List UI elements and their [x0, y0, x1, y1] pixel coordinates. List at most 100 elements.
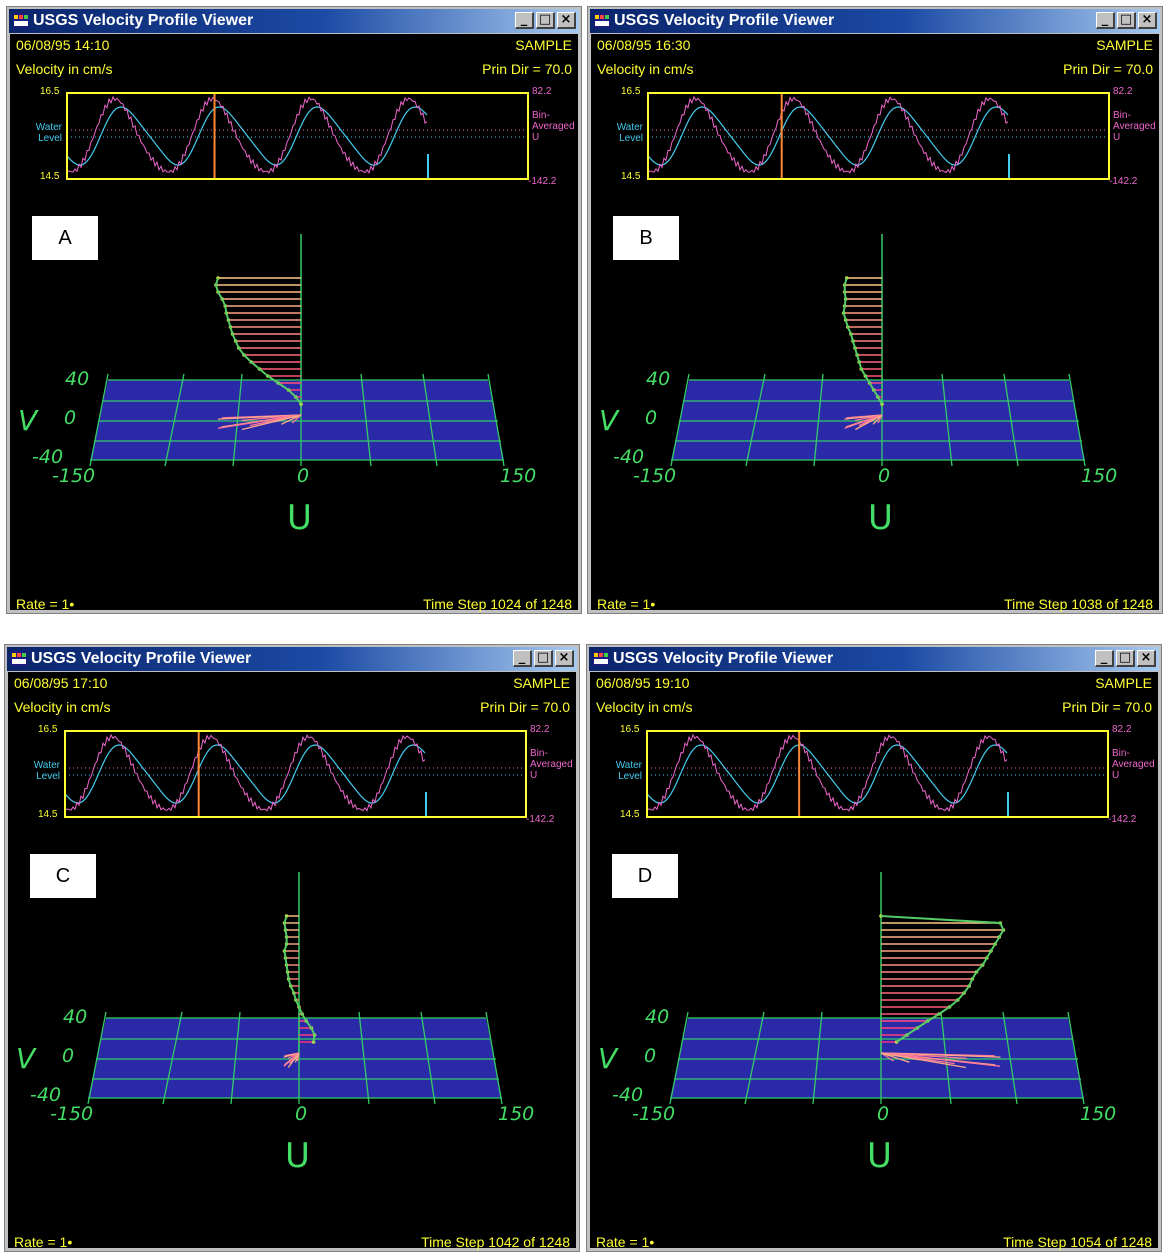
time-series-frame — [646, 730, 1109, 818]
time-step-label: Time Step 1042 of 1248 — [421, 1234, 570, 1250]
plot-svg — [66, 92, 529, 467]
time-step-label: Time Step 1054 of 1248 — [1003, 1234, 1152, 1250]
grid-line-u — [670, 373, 690, 467]
minimize-button[interactable]: _ — [1096, 12, 1115, 29]
ts-left-max: 16.5 — [38, 724, 58, 735]
title-bar[interactable]: USGS Velocity Profile Viewer _ □ × — [7, 647, 577, 671]
grid-line-u — [487, 373, 505, 467]
grid-line-u — [744, 1011, 765, 1105]
ts-right-max: 82.2 — [530, 724, 550, 735]
window-title: USGS Velocity Profile Viewer — [614, 12, 835, 29]
panel-label: A — [32, 216, 98, 260]
prin-dir-label: Prin Dir = 70.0 — [480, 699, 570, 715]
ts-water-level-label: Water Level — [615, 760, 642, 782]
u-tick-neg150: -150 — [632, 1103, 676, 1125]
projection-line — [287, 1052, 300, 1068]
time-series-frame — [66, 92, 529, 180]
prin-dir-label: Prin Dir = 70.0 — [482, 61, 572, 77]
rate-label: Rate = 1• — [16, 596, 75, 612]
grid-line-u — [358, 1011, 370, 1105]
minimize-button[interactable]: _ — [513, 650, 532, 667]
v-tick-0: 0 — [62, 1045, 75, 1067]
title-bar[interactable]: USGS Velocity Profile Viewer _ □ × — [589, 647, 1159, 671]
u-tick-0: 0 — [297, 465, 310, 487]
maximize-button[interactable]: □ — [1116, 650, 1135, 667]
ts-left-min: 14.5 — [620, 809, 640, 820]
sample-label: SAMPLE — [513, 675, 570, 691]
v-tick-40: 40 — [646, 368, 671, 390]
u-tick-150: 150 — [1081, 465, 1118, 487]
title-bar[interactable]: USGS Velocity Profile Viewer _ □ × — [590, 9, 1160, 33]
minimize-button[interactable]: _ — [515, 12, 534, 29]
v-tick-40: 40 — [645, 1006, 670, 1028]
grid-line-u — [162, 1011, 183, 1105]
ts-right-max: 82.2 — [1112, 724, 1132, 735]
close-button[interactable]: × — [555, 650, 574, 667]
grid-line-u — [813, 373, 824, 467]
grid-line-u — [420, 1011, 436, 1105]
projection-line — [241, 414, 302, 431]
title-bar[interactable]: USGS Velocity Profile Viewer _ □ × — [9, 9, 579, 33]
bin-averaged-u-series — [646, 733, 1008, 812]
projection-line — [855, 414, 883, 431]
uv-plane — [670, 1018, 1084, 1098]
panel-label: B — [613, 216, 679, 260]
u-tick-neg150: -150 — [633, 465, 677, 487]
maximize-button[interactable]: □ — [1117, 12, 1136, 29]
ts-right-min: -142.2 — [528, 176, 557, 187]
grid-line-u — [1003, 373, 1019, 467]
rate-label: Rate = 1• — [14, 1234, 73, 1250]
grid-line-u — [232, 373, 243, 467]
close-button[interactable]: × — [1138, 12, 1157, 29]
datetime-label: 06/08/95 17:10 — [14, 675, 108, 691]
minimize-button[interactable]: _ — [1095, 650, 1114, 667]
profile-envelope — [842, 277, 883, 405]
sample-label: SAMPLE — [515, 37, 572, 53]
velocity-units-label: Velocity in cm/s — [14, 699, 111, 715]
viewer-canvas: 06/08/95 19:10 SAMPLE Velocity in cm/s P… — [590, 672, 1158, 1250]
window-title: USGS Velocity Profile Viewer — [613, 650, 834, 667]
grid-line-u — [1068, 373, 1086, 467]
viewer-canvas: 06/08/95 17:10 SAMPLE Velocity in cm/s P… — [8, 672, 576, 1250]
close-button[interactable]: × — [1137, 650, 1156, 667]
u-tick-150: 150 — [500, 465, 537, 487]
ts-right-label: Bin- Averaged U — [532, 110, 575, 143]
profile-envelope — [880, 915, 1005, 1043]
viewer-canvas: 06/08/95 16:30 SAMPLE Velocity in cm/s P… — [591, 34, 1159, 612]
rate-label: Rate = 1• — [596, 1234, 655, 1250]
grid-line-u — [1067, 1011, 1085, 1105]
time-series-frame — [647, 92, 1110, 180]
projection-line — [880, 1052, 967, 1069]
time-step-label: Time Step 1038 of 1248 — [1004, 596, 1153, 612]
viewer-canvas: 06/08/95 14:10 SAMPLE Velocity in cm/s P… — [10, 34, 578, 612]
u-tick-neg150: -150 — [52, 465, 96, 487]
grid-line-u — [89, 373, 109, 467]
u-tick-0: 0 — [878, 465, 891, 487]
grid-line-u — [940, 1011, 952, 1105]
profile-envelope — [283, 915, 316, 1043]
v-tick-0: 0 — [64, 407, 77, 429]
u-tick-150: 150 — [498, 1103, 535, 1125]
projection-line — [880, 1052, 910, 1063]
plot-svg — [647, 92, 1110, 467]
u-axis-label: U — [285, 1136, 310, 1176]
plot-svg — [646, 730, 1109, 1105]
app-icon — [594, 13, 610, 28]
u-axis-label: U — [287, 498, 312, 538]
time-series-frame — [64, 730, 527, 818]
rate-label: Rate = 1• — [597, 596, 656, 612]
v-axis-label: V — [16, 1042, 36, 1075]
maximize-button[interactable]: □ — [536, 12, 555, 29]
ts-water-level-label: Water Level — [35, 122, 62, 144]
window-title: USGS Velocity Profile Viewer — [33, 12, 254, 29]
maximize-button[interactable]: □ — [534, 650, 553, 667]
bin-averaged-u-series — [647, 95, 1009, 174]
prin-dir-label: Prin Dir = 70.0 — [1062, 699, 1152, 715]
uv-plane — [90, 380, 504, 460]
velocity-units-label: Velocity in cm/s — [596, 699, 693, 715]
grid-line-u — [941, 373, 953, 467]
grid-line-u — [745, 373, 766, 467]
ts-water-level-label: Water Level — [33, 760, 60, 782]
close-button[interactable]: × — [557, 12, 576, 29]
datetime-label: 06/08/95 16:30 — [597, 37, 691, 53]
